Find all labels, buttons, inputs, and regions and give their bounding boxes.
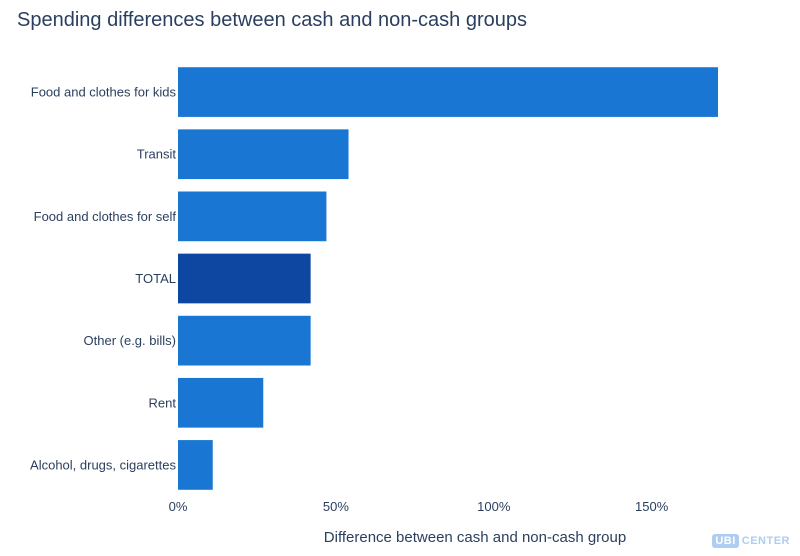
- x-tick-label: 150%: [635, 499, 669, 514]
- category-labels: Food and clothes for kids Transit Food and…: [30, 85, 176, 473]
- ubi-center-logo: UBI CENTER: [712, 534, 790, 548]
- category-label-food-and-clothes-for-kids: Food and clothes for kids: [31, 85, 177, 100]
- category-label-total: TOTAL: [135, 271, 176, 286]
- bar-other-e-g-bills: [178, 315, 311, 366]
- chart-title: Spending differences between cash and no…: [17, 9, 527, 31]
- category-label-food-and-clothes-for-self: Food and clothes for self: [34, 209, 177, 224]
- x-tick-label: 0%: [169, 499, 188, 514]
- bar-food-and-clothes-for-self: [178, 191, 327, 242]
- bars-group: [178, 67, 718, 490]
- category-label-transit: Transit: [137, 147, 177, 162]
- category-label-alcohol-drugs-cigarettes: Alcohol, drugs, cigarettes: [30, 457, 176, 472]
- bar-alcohol-drugs-cigarettes: [178, 440, 213, 490]
- bar-rent: [178, 377, 264, 428]
- x-axis-title: Difference between cash and non-cash gro…: [324, 529, 626, 546]
- bar-transit: [178, 129, 349, 180]
- bar-food-and-clothes-for-kids: [178, 67, 718, 117]
- category-label-other-e-g-bills: Other (e.g. bills): [84, 333, 176, 348]
- logo-center-text: CENTER: [741, 535, 790, 547]
- x-tick-label: 100%: [477, 499, 511, 514]
- x-axis-ticks: 0% 50% 100% 150%: [169, 499, 669, 514]
- x-tick-label: 50%: [323, 499, 349, 514]
- category-label-rent: Rent: [149, 395, 177, 410]
- bar-total: [178, 253, 311, 304]
- logo-ubi-badge: UBI: [712, 534, 739, 548]
